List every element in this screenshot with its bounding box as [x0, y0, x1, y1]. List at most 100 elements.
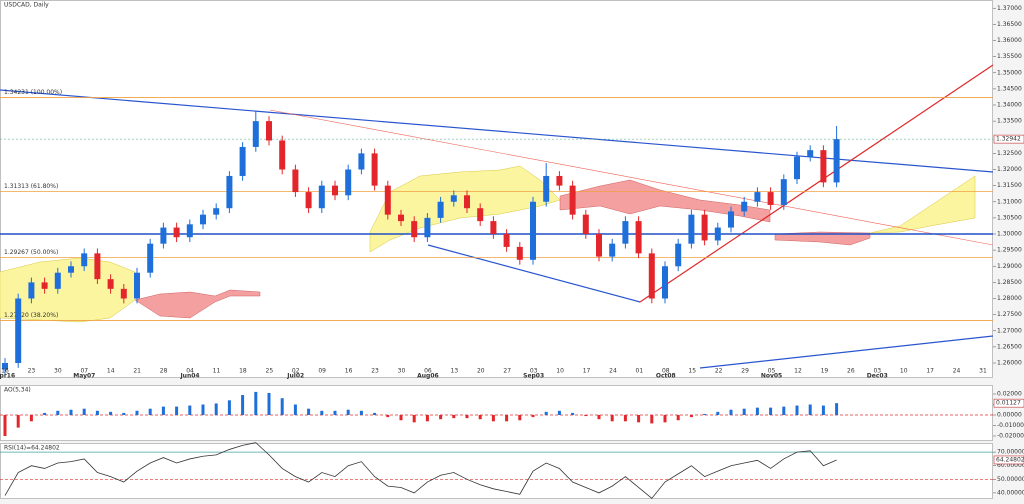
candle-body	[345, 169, 352, 196]
bar	[280, 398, 284, 416]
y-tick-label: 1.31500	[997, 182, 1022, 189]
month-label: Jul02	[286, 373, 304, 380]
rsi-panel	[0, 443, 993, 499]
bar	[69, 409, 73, 416]
candle-body	[688, 214, 695, 244]
bar	[43, 412, 47, 416]
candle-body	[239, 146, 246, 176]
x-tick-label: 27	[503, 368, 511, 375]
month-label: Jun04	[179, 373, 199, 380]
candle-body	[120, 288, 127, 299]
y-tick-label: 1.30500	[997, 214, 1022, 221]
bar	[214, 403, 218, 416]
candle-body	[68, 266, 74, 273]
bar	[491, 415, 495, 422]
x-tick-label: 19	[821, 368, 829, 375]
bar	[623, 415, 627, 422]
bar	[544, 411, 548, 416]
bar	[703, 413, 707, 416]
fib-level-label: 1.29267 (50.00%)	[4, 249, 58, 256]
x-tick-label: 22	[715, 368, 723, 375]
bar	[386, 415, 390, 418]
candle-body	[411, 221, 418, 238]
month-label: Aug06	[417, 373, 439, 380]
candle-body	[450, 195, 457, 202]
bar	[122, 412, 126, 416]
x-tick-label: 17	[583, 368, 591, 375]
cloud-bear	[134, 289, 261, 319]
x-tick-label: 13	[451, 368, 459, 375]
candle-body	[398, 214, 404, 222]
x-tick-label: 18	[239, 368, 247, 375]
x-tick-label: 23	[371, 368, 379, 375]
x-tick-label: 11	[213, 368, 221, 375]
x-tick-label: 16	[345, 368, 353, 375]
bar	[412, 415, 416, 423]
candle-body	[2, 363, 8, 370]
candle-body	[622, 221, 629, 244]
y-tick-label: 50.00000	[997, 476, 1024, 483]
bar	[821, 405, 825, 416]
x-tick-label: 14	[107, 368, 115, 375]
x-tick-label: 30	[54, 368, 62, 375]
bar	[148, 408, 152, 416]
x-tick-label: 20	[477, 368, 485, 375]
candle-body	[596, 234, 602, 257]
candle-body	[794, 156, 800, 180]
fib-level-label: 1.34231 (100.00%)	[4, 89, 62, 96]
trend-lines	[0, 64, 994, 369]
y-tick-label: 1.28500	[997, 279, 1022, 286]
x-tick-label: 15	[688, 368, 696, 375]
x-tick-label: 26	[847, 368, 855, 375]
bar	[373, 412, 377, 416]
y-tick-label: -0.02000	[997, 433, 1024, 440]
candle-body	[292, 169, 299, 193]
line	[4, 442, 837, 499]
x-tick-label: 28	[160, 368, 168, 375]
x-tick-label: 06	[424, 368, 432, 375]
cloud-bull	[869, 175, 976, 234]
candle-body	[41, 282, 48, 289]
bar	[161, 406, 165, 416]
x-tick-label: 08	[662, 368, 670, 375]
candle-body	[662, 266, 668, 299]
cloud-bear	[559, 179, 771, 223]
candle-body	[569, 185, 576, 215]
candle-body	[516, 246, 523, 260]
bar	[109, 411, 113, 416]
candle-body	[741, 201, 748, 212]
x-tick-label: 24	[609, 368, 617, 375]
bar	[3, 415, 7, 437]
bar	[769, 407, 773, 416]
candle-body	[582, 214, 589, 235]
candle-body	[266, 121, 272, 141]
fib-level-label: 1.31313 (61.80%)	[4, 183, 58, 190]
x-tick-label: 10	[556, 368, 564, 375]
candle-body	[371, 153, 378, 186]
y-tick-label: 1.34000	[997, 102, 1022, 109]
x-tick-label: 03	[873, 368, 881, 375]
y-tick-label: 1.35000	[997, 69, 1022, 76]
bar	[795, 405, 799, 416]
y-tick-label: 70.00000	[997, 449, 1024, 456]
bar	[452, 415, 456, 419]
bar	[95, 410, 99, 416]
candle-body	[490, 221, 497, 235]
candle-body	[358, 153, 365, 170]
y-tick-label: 1.26000	[997, 360, 1022, 367]
bar	[676, 415, 680, 421]
bar	[650, 415, 654, 424]
y-tick-label: 60.00000	[997, 462, 1024, 469]
x-tick-label: 07	[80, 368, 88, 375]
y-tick-label: 1.27500	[997, 311, 1022, 318]
candle-body	[556, 175, 563, 186]
y-tick-label: 1.29000	[997, 263, 1022, 270]
price-tag-label: 1.32942	[996, 136, 1021, 143]
bar	[729, 409, 733, 416]
ao-panel	[0, 385, 993, 441]
x-tick-label: 04	[186, 368, 194, 375]
bar	[465, 415, 469, 419]
y-tick-label: 1.28000	[997, 295, 1022, 302]
